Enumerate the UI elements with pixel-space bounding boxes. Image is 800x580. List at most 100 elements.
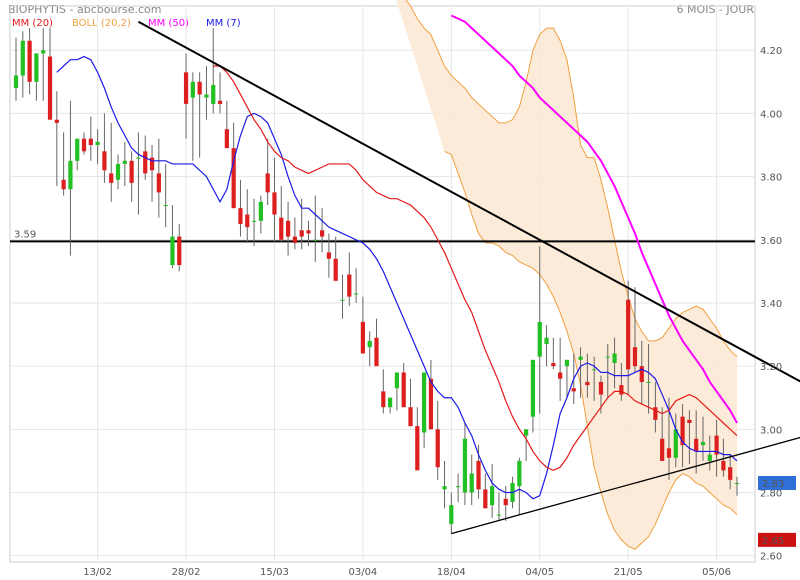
candle-body (360, 321, 366, 354)
candle-body (306, 230, 311, 234)
y-tick-label: 3.40 (760, 299, 782, 310)
trendlines (137, 20, 800, 535)
candle-body (136, 157, 141, 159)
candle-body (109, 173, 114, 183)
candle-body (81, 138, 87, 152)
candle-body (292, 236, 297, 243)
candle-body (422, 372, 427, 433)
y-tick-label: 2.60 (760, 552, 782, 563)
candle-body (47, 56, 53, 120)
candle-body (707, 454, 712, 461)
series-line-MM20 (213, 65, 738, 472)
axes: 4.20 4.00 3.80 3.60 3.40 3.20 3.00 2.80 2.60 13/0… (83, 46, 796, 578)
candle-body (313, 239, 318, 241)
candle-body (558, 372, 563, 379)
bollinger-fill (396, 0, 737, 550)
candle-body (143, 151, 148, 174)
trendline-support (451, 436, 800, 535)
candle-body (415, 426, 420, 471)
candle-body (231, 148, 236, 209)
candle-body (163, 205, 168, 207)
candle-body (224, 129, 229, 149)
candle-body (680, 416, 685, 446)
candle-body (442, 486, 447, 490)
candle-body (381, 391, 386, 408)
candle-body (653, 407, 658, 420)
candle-body (299, 230, 304, 237)
candle-body (483, 489, 488, 509)
candle-body (319, 230, 325, 237)
x-tick-label: 18/04 (437, 567, 466, 578)
price-badge-label: 2.65 (762, 536, 784, 547)
series-line-MM50 (450, 14, 738, 424)
candle-body (714, 435, 719, 455)
y-tick-label: 3.00 (760, 425, 782, 436)
candle-body (88, 138, 93, 145)
candle-body (177, 236, 182, 266)
candle-body (347, 274, 352, 297)
candle-body (102, 151, 107, 171)
trendline-resistance (137, 20, 800, 383)
x-tick-label: 21/05 (614, 567, 643, 578)
candle-body (41, 50, 46, 54)
candle-body (27, 40, 32, 82)
candle-body (476, 460, 481, 490)
candle-body (408, 407, 413, 427)
candle-body (285, 220, 291, 237)
y-tick-label: 3.20 (760, 362, 782, 373)
bollinger-lower-line (444, 150, 738, 550)
candle-body (449, 505, 454, 525)
candle-body (626, 299, 631, 370)
plot-frame (9, 5, 756, 563)
candle-body (129, 160, 134, 183)
y-tick-label: 2.80 (760, 489, 782, 500)
candle-body (694, 438, 699, 452)
candle-body (340, 299, 345, 301)
candle-body (592, 369, 597, 371)
candle-body (20, 40, 25, 76)
candle-body (639, 366, 644, 382)
candle-body (217, 100, 223, 104)
candle-body (272, 192, 277, 215)
candle-body (75, 138, 80, 161)
candle-body (585, 381, 590, 386)
candle-body (190, 81, 195, 98)
candle-body (551, 362, 556, 367)
candle-body (598, 381, 604, 395)
candle-body (612, 353, 617, 363)
candle-body (564, 359, 570, 367)
x-tick-label: 03/04 (348, 567, 377, 578)
candle-body (326, 252, 331, 259)
candle-body (619, 385, 624, 395)
candle-body (462, 438, 468, 493)
x-tick-label: 15/03 (260, 567, 289, 578)
indicator-lines (56, 14, 738, 500)
candle-body (122, 160, 127, 164)
candle-body (469, 473, 474, 493)
candle-body (115, 163, 121, 180)
candle-body (517, 460, 522, 487)
candle-body (524, 429, 529, 436)
candle-body (54, 119, 59, 123)
candle-body (456, 486, 461, 488)
candle-body (394, 372, 400, 389)
candle-body (95, 141, 100, 145)
y-tick-label: 4.20 (760, 46, 782, 57)
legend-mm7: MM (7) (206, 18, 241, 29)
price-badge (758, 532, 796, 547)
candle-body (537, 321, 542, 357)
candle-body (353, 293, 359, 295)
candle-body (496, 514, 502, 516)
candle-body (204, 94, 209, 98)
x-tick-label: 04/05 (525, 567, 554, 578)
candle-body (279, 217, 284, 240)
y-tick-label: 3.80 (760, 173, 782, 184)
candle-body (61, 179, 66, 190)
candle-body (700, 441, 706, 446)
bollinger-band (396, 0, 738, 550)
candle-body (503, 498, 508, 506)
candle-body (251, 220, 257, 222)
candle-body (367, 340, 372, 348)
x-tick-label: 28/02 (172, 567, 201, 578)
